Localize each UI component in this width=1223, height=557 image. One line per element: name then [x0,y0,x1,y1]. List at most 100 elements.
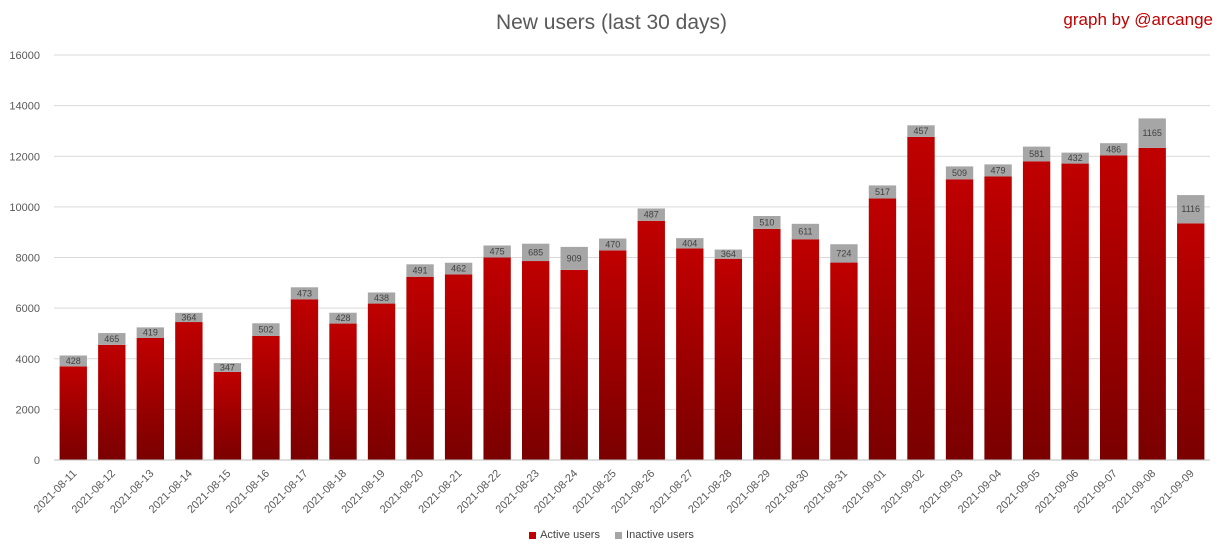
bar-active-users [136,337,165,460]
bar-active-users [560,269,588,460]
data-label-inactive: 909 [567,253,582,263]
chart-legend: Active users Inactive users [0,529,1223,542]
bar-inactive-users [483,245,511,258]
bar-active-users [175,322,203,460]
bar-inactive-users [1138,118,1166,148]
bar-inactive-users [406,264,434,277]
bar-active-users [791,239,820,460]
bar-inactive-users [290,287,319,300]
data-label-inactive: 347 [220,363,235,373]
bar-active-users [1061,163,1089,460]
data-label-inactive: 475 [490,246,505,256]
bar-inactive-users [444,262,473,275]
bar-active-users [599,250,627,460]
bar-active-users [290,299,319,460]
bar-active-users [367,303,396,460]
bar-inactive-users [637,208,665,221]
bar-inactive-users [753,215,781,229]
bar-inactive-users [830,244,858,263]
bar-inactive-users [560,246,588,270]
bar-inactive-users [714,249,743,259]
bar-active-users [984,176,1012,460]
bar-inactive-users [907,125,935,137]
bar-active-users [213,371,242,460]
bar-inactive-users [175,312,203,323]
bar-active-users [98,344,126,460]
bar-inactive-users [984,164,1012,177]
y-tick-label: 4000 [16,354,40,366]
bar-active-users [637,220,665,460]
bar-inactive-users [213,363,242,372]
bar-inactive-users [252,323,280,336]
data-label-inactive: 465 [104,334,119,344]
data-label-inactive: 473 [297,288,312,298]
y-tick-label: 8000 [16,253,40,265]
bar-inactive-users [599,238,627,251]
data-label-inactive: 486 [1106,144,1121,154]
bar-active-users [1099,155,1128,460]
data-label-inactive: 479 [991,165,1006,175]
bar-inactive-users [1022,146,1051,162]
chart-credit: graph by @arcange [1063,10,1213,29]
data-label-inactive: 462 [451,264,466,274]
bar-active-users [1022,161,1051,460]
bar-inactive-users [868,185,897,199]
data-label-inactive: 510 [759,217,774,227]
bar-inactive-users [791,223,820,240]
y-tick-label: 10000 [9,202,40,214]
y-tick-label: 12000 [9,151,40,163]
legend-item-active: Active users [529,529,600,541]
bar-active-users [714,258,743,460]
legend-swatch-inactive [615,531,623,539]
bar-active-users [521,261,550,460]
bar-inactive-users [367,292,396,304]
data-label-inactive: 470 [605,239,620,249]
bar-active-users [907,136,935,461]
legend-label-active: Active users [540,529,600,541]
data-label-inactive: 1116 [1181,204,1200,214]
legend-item-inactive: Inactive users [615,529,694,541]
legend-swatch-active [529,531,537,539]
bar-active-users [483,257,511,460]
bar-inactive-users [136,327,165,338]
y-tick-label: 6000 [16,303,40,315]
bar-active-users [945,179,974,461]
bar-active-users [329,323,357,460]
y-tick-label: 2000 [16,404,40,416]
data-label-inactive: 611 [798,227,812,237]
data-label-inactive: 364 [721,249,736,259]
chart-title: New users (last 30 days) [495,11,728,34]
data-label-inactive: 581 [1029,149,1044,159]
data-label-inactive: 438 [374,293,389,303]
bar-active-users [868,198,897,460]
data-label-inactive: 364 [181,312,196,322]
data-label-inactive: 487 [644,210,659,220]
bar-active-users [676,248,704,460]
bar-active-users [1138,147,1166,460]
data-label-inactive: 457 [913,126,928,136]
legend-label-inactive: Inactive users [626,529,694,541]
data-label-inactive: 1165 [1143,128,1162,138]
bar-inactive-users [945,166,974,180]
bar-inactive-users [329,312,357,324]
data-label-inactive: 404 [682,238,697,248]
bar-active-users [444,274,473,460]
data-label-inactive: 491 [413,266,428,276]
data-label-inactive: 502 [258,325,273,335]
data-label-inactive: 428 [335,313,350,323]
bar-inactive-users [98,333,126,345]
bar-inactive-users [59,355,87,367]
bar-inactive-users [1061,152,1089,164]
bar-active-users [830,262,858,460]
bar-active-users [406,276,434,460]
data-label-inactive: 685 [528,247,543,257]
bar-inactive-users [676,238,704,249]
y-tick-label: 0 [34,455,40,467]
data-label-inactive: 724 [836,248,851,258]
data-label-inactive: 419 [143,328,158,338]
y-tick-label: 16000 [9,50,40,62]
y-tick-label: 14000 [9,101,40,113]
data-label-inactive: 432 [1068,153,1083,163]
